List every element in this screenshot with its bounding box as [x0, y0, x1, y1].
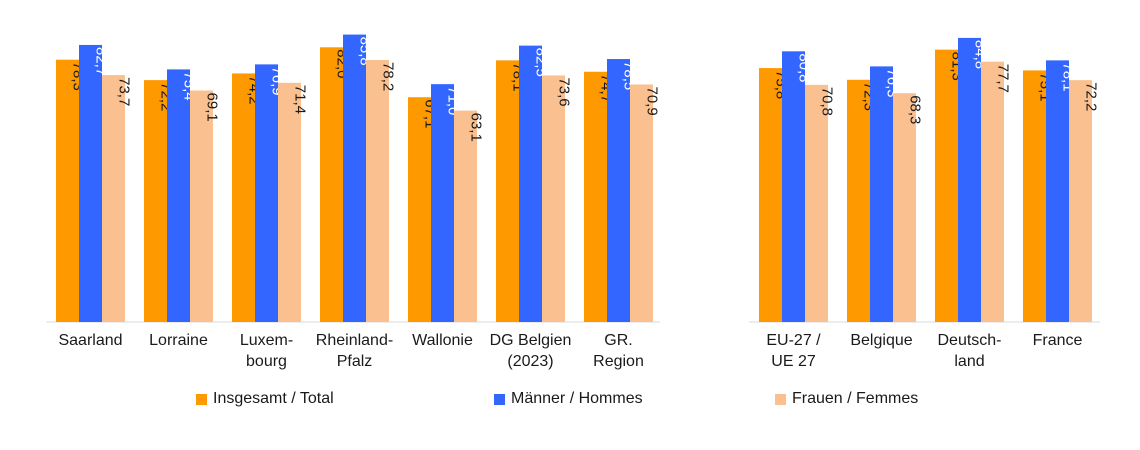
bar — [496, 60, 519, 323]
bar — [408, 97, 431, 322]
bar — [870, 66, 893, 323]
legend: Insgesamt / Total Männer / Hommes Frauen… — [0, 390, 1140, 414]
data-label: 70,8 — [819, 87, 836, 116]
bar — [1069, 80, 1092, 322]
data-label: 76,3 — [884, 68, 901, 97]
data-label: 72,2 — [1083, 82, 1100, 111]
data-label: 78,5 — [621, 61, 638, 90]
data-label: 70,9 — [644, 86, 661, 115]
bar — [343, 34, 366, 322]
data-label: 78,2 — [380, 62, 397, 91]
data-label: 82,5 — [533, 48, 550, 77]
legend-swatch-women — [775, 393, 786, 405]
data-label: 68,3 — [907, 95, 924, 124]
legend-swatch-total — [196, 393, 207, 405]
category-label: bourg — [246, 353, 287, 370]
category-label: UE 27 — [771, 353, 816, 370]
data-label: 63,1 — [468, 113, 485, 142]
category-label: Pfalz — [337, 353, 373, 370]
data-label: 82,7 — [93, 47, 110, 76]
category-label: Belgique — [850, 332, 912, 349]
category-label: land — [954, 353, 984, 370]
bar — [958, 37, 981, 323]
legend-item-total: Insgesamt / Total — [196, 390, 334, 408]
bar — [805, 84, 828, 322]
category-label: Rheinland- — [316, 332, 393, 349]
bar — [366, 60, 389, 322]
bar — [102, 75, 125, 322]
data-label: 85,8 — [357, 37, 374, 66]
bar — [454, 110, 477, 323]
bar — [190, 90, 213, 322]
legend-item-women: Frauen / Femmes — [775, 390, 918, 408]
bar — [1023, 70, 1046, 322]
bar — [519, 45, 542, 322]
category-label: Deutsch- — [937, 332, 1001, 349]
legend-label-men: Männer / Hommes — [511, 390, 643, 407]
bar — [630, 84, 653, 322]
category-label: DG Belgien — [490, 332, 572, 349]
legend-label-total: Insgesamt / Total — [213, 390, 334, 407]
category-label: Region — [593, 353, 644, 370]
bar — [56, 59, 79, 322]
category-label: Saarland — [58, 332, 122, 349]
data-label: 80,8 — [796, 53, 813, 82]
bar — [782, 51, 805, 322]
category-label: France — [1033, 332, 1083, 349]
bar — [847, 79, 870, 322]
bar — [542, 75, 565, 322]
bar — [893, 93, 916, 322]
category-label: Lorraine — [149, 332, 208, 349]
bar — [584, 71, 607, 322]
data-label: 77,7 — [995, 64, 1012, 93]
bar — [167, 69, 190, 322]
category-label: EU-27 / — [766, 332, 821, 349]
bar — [431, 84, 454, 323]
bar — [981, 61, 1004, 323]
bar — [607, 59, 630, 323]
bar — [935, 49, 958, 323]
data-label: 73,6 — [556, 77, 573, 106]
data-label: 69,1 — [204, 93, 221, 122]
data-label: 73,7 — [116, 77, 133, 106]
category-label: Wallonie — [412, 332, 473, 349]
legend-swatch-men — [494, 393, 505, 405]
bar — [144, 80, 167, 322]
bar — [278, 82, 301, 322]
category-label: (2023) — [507, 353, 553, 370]
bar — [79, 44, 102, 323]
bar — [1046, 60, 1069, 323]
bar — [232, 73, 255, 323]
category-label: GR. — [604, 332, 632, 349]
category-label: Luxem- — [240, 332, 293, 349]
legend-item-men: Männer / Hommes — [494, 390, 643, 408]
bar — [255, 64, 278, 322]
data-label: 71,4 — [292, 85, 309, 114]
data-label: 71,0 — [445, 86, 462, 115]
legend-label-women: Frauen / Femmes — [792, 390, 919, 407]
bar — [759, 68, 782, 322]
bar — [320, 47, 343, 323]
